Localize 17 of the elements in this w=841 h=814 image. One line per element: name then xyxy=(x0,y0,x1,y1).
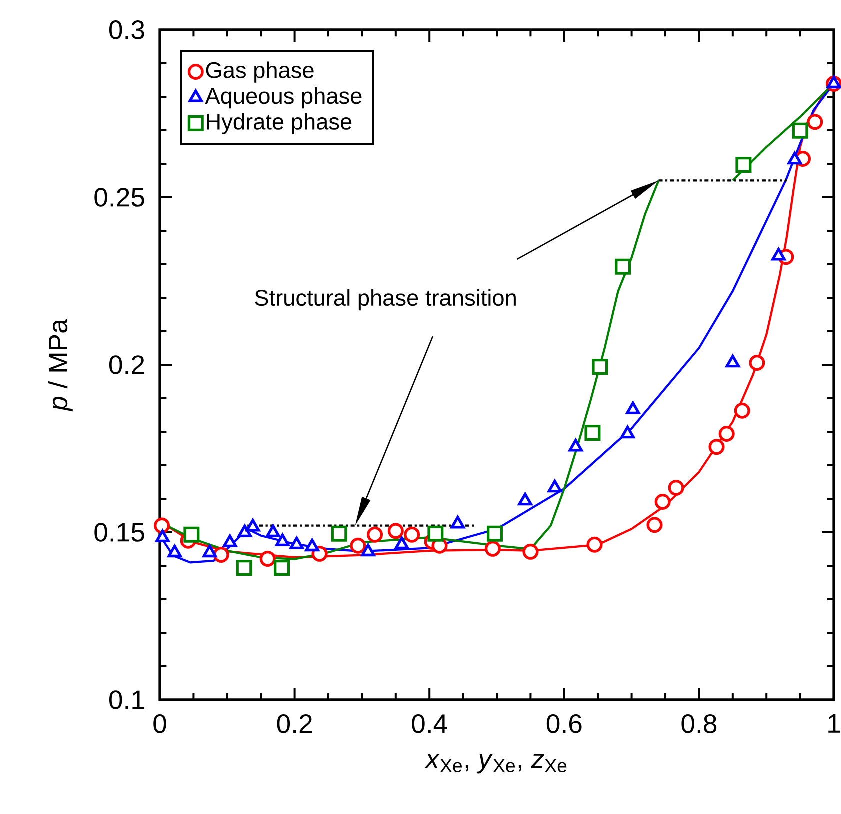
x-tick-label: 0.4 xyxy=(412,714,448,734)
y-tick-label: 0.2 xyxy=(109,356,144,374)
x-tick-label: 1 xyxy=(828,714,840,733)
y-tick-label: 0.15 xyxy=(94,523,144,542)
x-tick-label: 0.6 xyxy=(546,714,582,734)
x-tick-label: 0 xyxy=(154,714,166,734)
x-axis-title: x$_{Xe}$, y$_{Xe}$, z$_{Xe}$ xyxy=(424,754,567,774)
annotation: Structural phase transition xyxy=(255,289,516,311)
y-axis-title: p / MPa xyxy=(48,319,73,412)
y-tick-label: 0.25 xyxy=(94,188,144,207)
y-tick-label: 0.1 xyxy=(109,690,144,710)
x-tick-label: 0.8 xyxy=(682,714,717,734)
legend-label: Gas phase xyxy=(206,62,314,83)
y-tick-label: 0.3 xyxy=(109,20,144,40)
x-tick-label: 0.2 xyxy=(277,714,312,734)
legend-label: Aqueous phase xyxy=(205,88,362,109)
legend-label: Hydrate phase xyxy=(207,113,352,134)
